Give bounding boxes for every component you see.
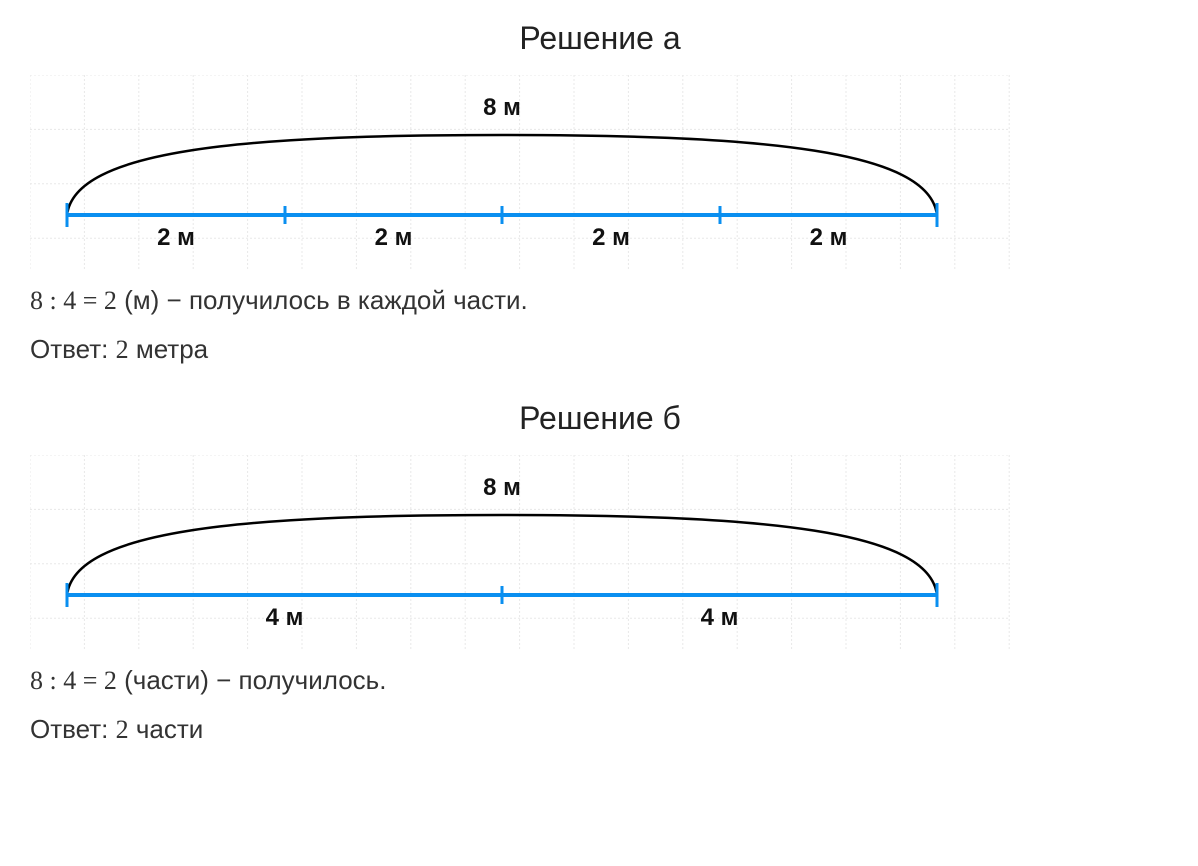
answer-a: Ответ: 2 метра <box>30 334 1168 365</box>
section-b-title: Решение б <box>30 400 1170 437</box>
answer-unit-a: метра <box>129 334 209 364</box>
answer-label-a: Ответ: <box>30 334 116 364</box>
svg-text:2 м: 2 м <box>375 224 413 251</box>
explain-text-a: − получилось в каждой части. <box>159 285 527 315</box>
diagram-b: 8 м 4 м 4 м <box>30 455 1030 650</box>
diagram-b-svg: 8 м 4 м 4 м <box>30 455 1010 650</box>
answer-value-a: 2 <box>116 335 129 364</box>
svg-text:2 м: 2 м <box>592 224 630 251</box>
svg-text:8 м: 8 м <box>483 94 521 121</box>
svg-text:2 м: 2 м <box>810 224 848 251</box>
explain-text-b: − получилось. <box>209 665 387 695</box>
math-expression-b: 8 : 4 = 2 <box>30 666 117 695</box>
diagram-a: 8 м 2 м 2 м 2 м 2 м <box>30 75 1030 270</box>
svg-text:4 м: 4 м <box>266 604 304 631</box>
diagram-a-svg: 8 м 2 м 2 м 2 м 2 м <box>30 75 1010 270</box>
answer-label-b: Ответ: <box>30 714 116 744</box>
explanation-a: 8 : 4 = 2 (м) − получилось в каждой част… <box>30 285 1168 316</box>
svg-text:8 м: 8 м <box>483 474 521 501</box>
answer-value-b: 2 <box>116 715 129 744</box>
math-expression-a: 8 : 4 = 2 <box>30 286 117 315</box>
explanation-b: 8 : 4 = 2 (части) − получилось. <box>30 665 1168 696</box>
unit-a: (м) <box>124 285 159 315</box>
unit-b: (части) <box>124 665 209 695</box>
svg-text:4 м: 4 м <box>701 604 739 631</box>
answer-unit-b: части <box>129 714 204 744</box>
answer-b: Ответ: 2 части <box>30 714 1168 745</box>
svg-text:2 м: 2 м <box>157 224 195 251</box>
section-a-title: Решение а <box>30 20 1170 57</box>
